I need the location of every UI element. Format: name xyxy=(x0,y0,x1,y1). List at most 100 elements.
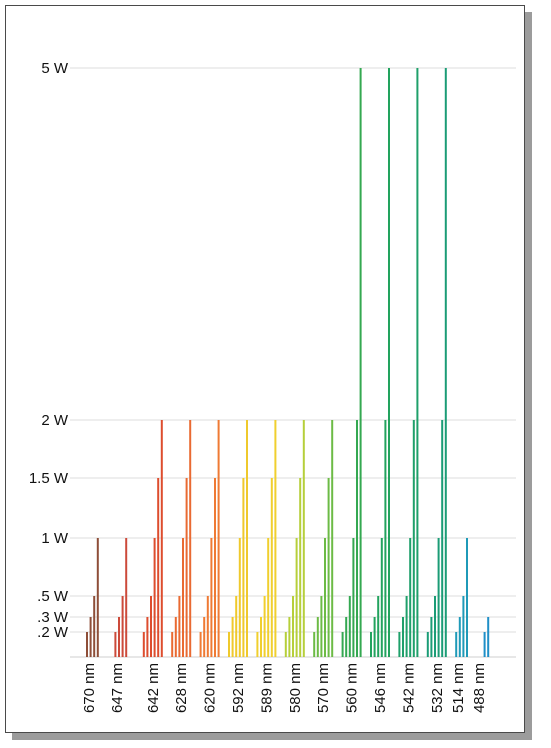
bar xyxy=(412,420,415,657)
x-tick-label: 580 nm xyxy=(287,663,304,713)
bar xyxy=(398,632,401,657)
bar xyxy=(377,596,380,657)
bar xyxy=(437,538,440,657)
bar xyxy=(405,596,408,657)
bar xyxy=(93,596,96,657)
y-tick-label: 2 W xyxy=(41,412,69,429)
bar xyxy=(142,632,145,657)
bar xyxy=(171,632,174,657)
bar xyxy=(416,68,419,657)
bar xyxy=(86,632,88,657)
bar xyxy=(89,617,92,657)
bar xyxy=(228,632,230,657)
x-tick-label: 532 nm xyxy=(429,663,446,713)
x-tick-label: 642 nm xyxy=(145,663,162,713)
bar xyxy=(345,617,348,657)
bar xyxy=(388,68,390,657)
bar xyxy=(185,478,188,657)
bar xyxy=(384,420,387,657)
bar xyxy=(327,478,330,657)
bar xyxy=(203,617,206,657)
bar xyxy=(302,420,305,657)
bar xyxy=(118,617,120,657)
y-tick-label: .2 W xyxy=(37,624,69,641)
bar xyxy=(402,617,404,657)
y-tick-label: 1 W xyxy=(41,530,69,547)
x-tick-label: 589 nm xyxy=(258,663,275,713)
bar xyxy=(157,478,160,657)
bar xyxy=(114,632,117,657)
x-tick-label: 546 nm xyxy=(372,663,389,713)
x-tick-label: 592 nm xyxy=(230,663,247,713)
bar xyxy=(455,632,458,657)
bar xyxy=(299,478,302,657)
x-tick-label: 628 nm xyxy=(173,663,190,713)
x-tick-label: 514 nm xyxy=(450,663,467,713)
bar xyxy=(292,596,294,657)
bar xyxy=(331,420,334,657)
bar xyxy=(189,420,192,657)
bar xyxy=(487,617,490,657)
x-tick-label: 542 nm xyxy=(400,663,417,713)
bar xyxy=(231,617,234,657)
bar xyxy=(466,538,468,657)
x-tick-label: 488 nm xyxy=(471,663,488,713)
bar xyxy=(444,68,447,657)
bar xyxy=(235,596,238,657)
bar xyxy=(370,632,372,657)
y-tick-label: 5 W xyxy=(41,60,69,77)
bar xyxy=(267,538,270,657)
bar xyxy=(210,538,213,657)
bar xyxy=(242,478,245,657)
bar xyxy=(178,596,181,657)
bar xyxy=(263,596,266,657)
y-tick-label: 1.5 W xyxy=(29,470,69,487)
bar xyxy=(288,617,291,657)
bar xyxy=(430,617,433,657)
bar xyxy=(150,596,152,657)
bar xyxy=(426,632,429,657)
bar xyxy=(313,632,316,657)
bar xyxy=(441,420,444,657)
bar xyxy=(182,538,184,657)
bar xyxy=(238,538,241,657)
x-tick-label: 670 nm xyxy=(81,663,98,713)
bar xyxy=(274,420,277,657)
bar xyxy=(153,538,156,657)
bar xyxy=(270,478,273,657)
bar xyxy=(260,617,262,657)
bar xyxy=(96,538,99,657)
bar xyxy=(284,632,287,657)
bar xyxy=(320,596,323,657)
bar xyxy=(295,538,298,657)
bar xyxy=(380,538,383,657)
bar xyxy=(341,632,344,657)
bar xyxy=(348,596,351,657)
bar xyxy=(356,420,358,657)
x-tick-label: 560 nm xyxy=(344,663,361,713)
bar xyxy=(214,478,216,657)
bar xyxy=(434,596,436,657)
x-tick-label: 570 nm xyxy=(315,663,332,713)
bar xyxy=(174,617,177,657)
bar xyxy=(359,68,362,657)
bar xyxy=(352,538,355,657)
bar xyxy=(458,617,461,657)
y-tick-label: .3 W xyxy=(37,609,69,626)
x-tick-label: 647 nm xyxy=(109,663,126,713)
bar xyxy=(246,420,248,657)
bar xyxy=(256,632,259,657)
bar xyxy=(146,617,149,657)
y-tick-label: .5 W xyxy=(37,588,69,605)
bar xyxy=(206,596,209,657)
bar xyxy=(160,420,163,657)
bar xyxy=(121,596,124,657)
bar xyxy=(217,420,220,657)
bar xyxy=(316,617,319,657)
bar xyxy=(462,596,465,657)
bar xyxy=(199,632,202,657)
bar xyxy=(483,632,486,657)
bar xyxy=(409,538,412,657)
bar xyxy=(125,538,128,657)
